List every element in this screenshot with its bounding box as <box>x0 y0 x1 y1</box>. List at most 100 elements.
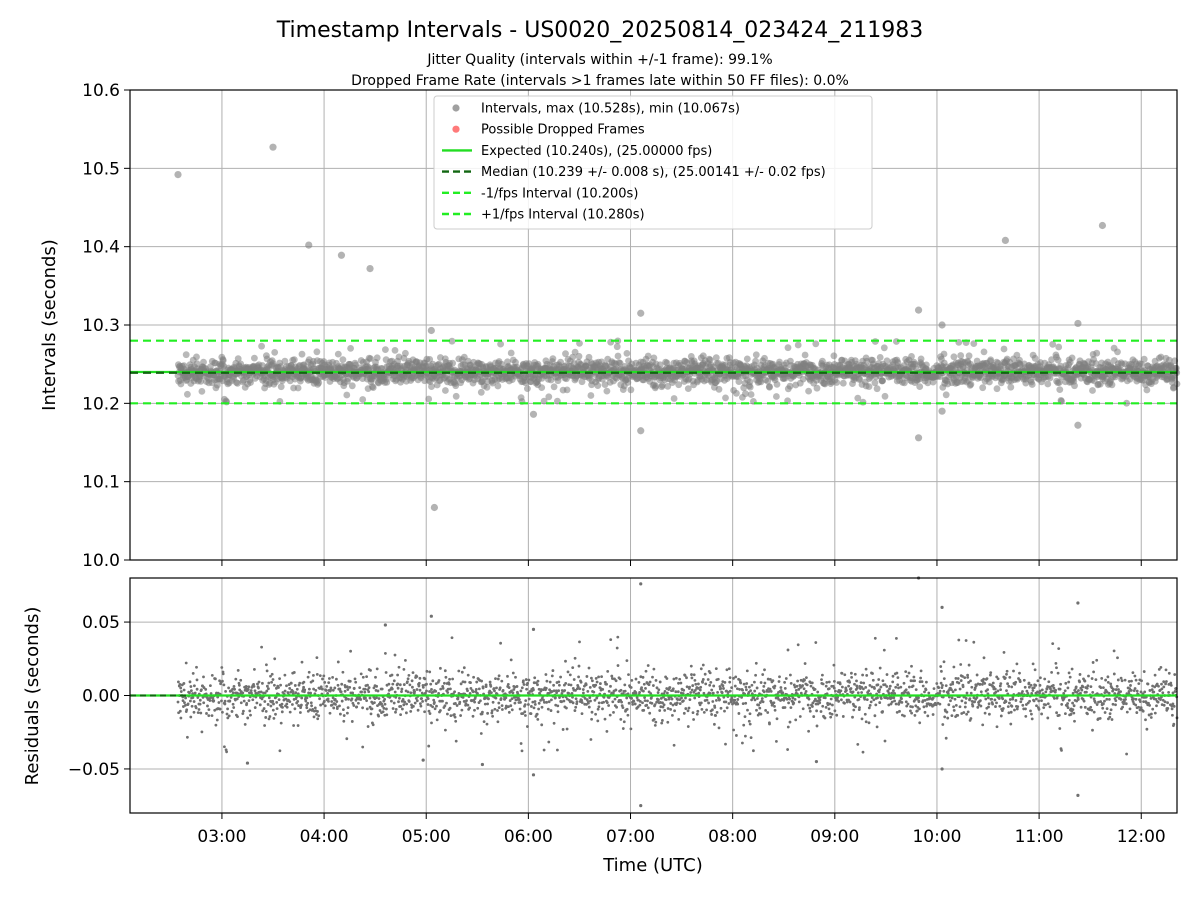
residual-point <box>493 689 496 693</box>
residual-point <box>711 708 714 712</box>
residual-point <box>865 698 869 702</box>
residual-point <box>1044 703 1047 707</box>
residual-point <box>779 686 783 689</box>
residual-point <box>794 718 798 722</box>
residual-point <box>814 641 818 644</box>
residual-point <box>821 673 824 677</box>
residual-point <box>789 673 792 677</box>
residual-point <box>722 687 725 690</box>
residual-point <box>1008 698 1012 701</box>
residual-point <box>772 701 776 705</box>
residual-point <box>623 689 627 693</box>
residual-point <box>390 699 393 703</box>
residual-point <box>996 689 1000 693</box>
residual-point <box>666 707 670 710</box>
residual-point <box>263 700 267 703</box>
residual-point <box>494 677 497 681</box>
interval-point <box>684 385 692 392</box>
residual-point <box>185 708 189 712</box>
residual-point <box>1005 672 1008 676</box>
interval-point <box>477 388 485 396</box>
interval-point <box>1049 340 1057 348</box>
residual-point <box>532 688 535 692</box>
residual-point <box>370 707 374 711</box>
residual-point <box>189 699 192 703</box>
residual-point <box>942 677 946 681</box>
residual-point <box>331 688 335 692</box>
residual-point <box>577 664 581 668</box>
residual-point <box>318 697 321 701</box>
residual-point <box>904 700 908 704</box>
residual-point <box>556 748 559 752</box>
residual-point <box>963 705 967 709</box>
residual-point <box>194 706 198 710</box>
residual-point <box>281 705 284 709</box>
residual-point <box>590 710 594 714</box>
residual-point <box>900 701 904 704</box>
residual-point <box>347 697 350 701</box>
residual-point <box>419 704 423 708</box>
residual-point <box>340 682 344 686</box>
residual-point <box>267 681 271 685</box>
residual-point <box>609 638 613 642</box>
residual-point <box>331 696 335 700</box>
residual-point <box>690 673 693 676</box>
residual-point <box>241 712 245 716</box>
residual-point <box>572 678 576 681</box>
residual-point <box>239 678 243 682</box>
residual-point <box>597 701 601 705</box>
residual-point <box>588 685 592 689</box>
residual-point <box>423 677 427 681</box>
residual-point <box>267 687 270 691</box>
residual-point <box>720 691 724 695</box>
residual-point <box>418 688 422 692</box>
residual-point <box>565 727 569 731</box>
residual-point <box>271 699 275 703</box>
residual-point <box>324 689 328 692</box>
residual-point <box>285 705 289 709</box>
residual-point <box>629 727 633 731</box>
residual-point <box>874 703 878 707</box>
residual-point <box>859 681 863 685</box>
residual-point <box>829 715 833 719</box>
residual-point <box>218 707 222 711</box>
residual-point <box>537 701 541 705</box>
residual-point <box>634 691 638 695</box>
residual-point <box>754 673 757 677</box>
residual-point <box>611 700 615 704</box>
residual-point <box>856 691 860 695</box>
residual-point <box>733 684 737 688</box>
residual-point <box>391 707 395 710</box>
residual-point <box>911 684 915 688</box>
residual-point <box>542 748 546 752</box>
residual-point <box>477 687 481 691</box>
residual-point <box>441 699 444 703</box>
interval-outlier-point <box>938 321 946 329</box>
residual-point <box>557 689 560 693</box>
residual-point <box>510 708 514 712</box>
residual-point <box>712 684 716 688</box>
interval-point <box>965 352 973 360</box>
residual-point <box>971 704 975 708</box>
residual-point <box>1047 680 1051 684</box>
residual-point <box>231 702 235 706</box>
residual-point <box>519 700 522 704</box>
residual-point <box>802 687 806 691</box>
residual-point <box>326 692 329 695</box>
residual-point <box>606 670 610 673</box>
interval-point <box>448 337 456 345</box>
interval-point <box>752 351 760 359</box>
residual-point <box>296 724 300 727</box>
interval-point <box>247 379 254 386</box>
residual-point <box>614 688 618 692</box>
interval-point <box>1140 355 1148 363</box>
residual-point <box>918 707 921 711</box>
residual-point <box>689 691 693 694</box>
residual-point <box>591 679 594 683</box>
residual-point <box>523 710 527 714</box>
residual-point <box>475 680 479 684</box>
residual-point <box>574 697 578 701</box>
residual-point <box>1024 714 1028 718</box>
residual-point <box>189 715 193 719</box>
residual-point <box>449 714 453 718</box>
